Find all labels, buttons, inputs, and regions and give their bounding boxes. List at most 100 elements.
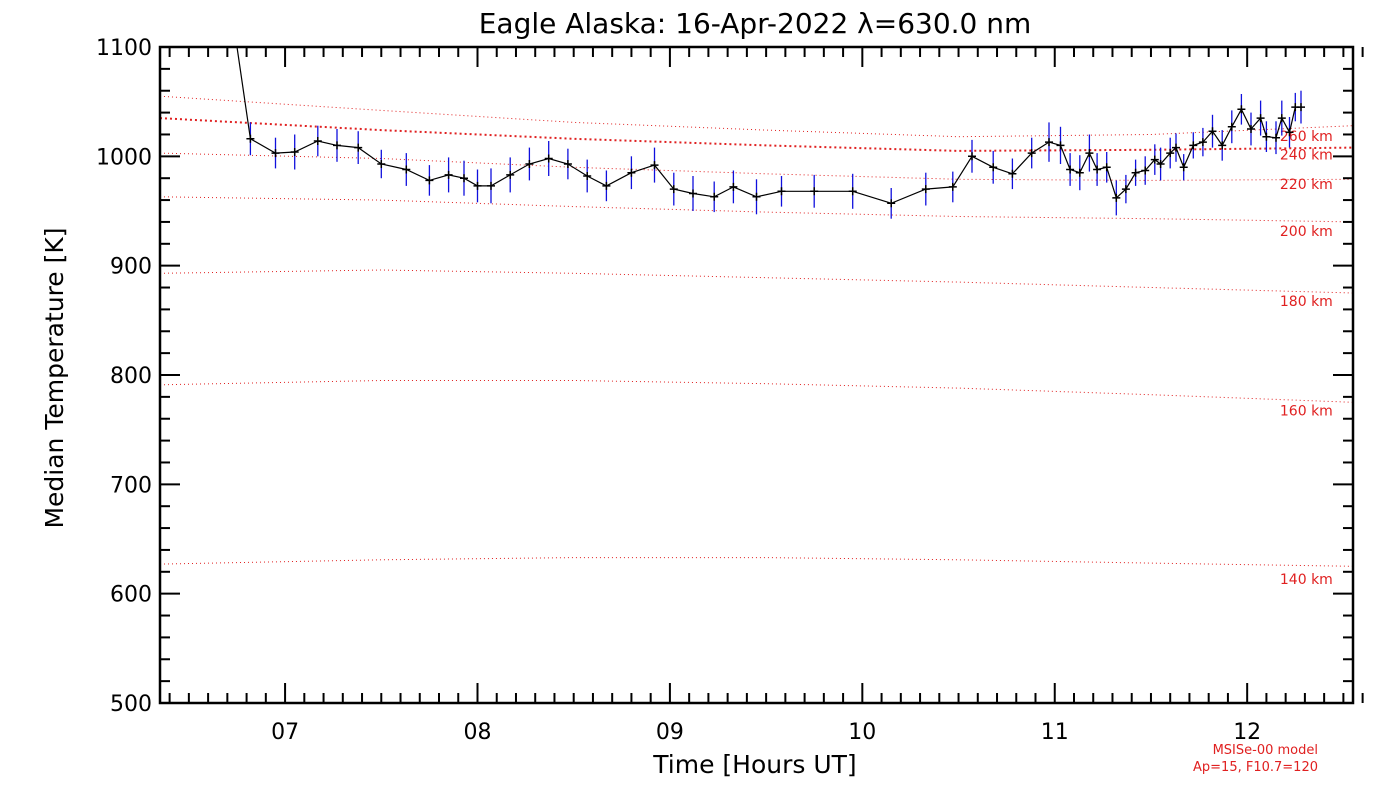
x-axis-label: Time [Hours UT] (652, 750, 856, 779)
data-point (1027, 149, 1036, 158)
y-tick-label: 800 (110, 364, 152, 389)
model-note-2: Ap=15, F10.7=120 (1193, 760, 1318, 775)
x-tick-label: 10 (848, 720, 876, 745)
data-point (689, 189, 697, 198)
altitude-label: 180 km (1280, 294, 1333, 310)
reference-line (159, 557, 1354, 567)
altitude-label: 260 km (1280, 129, 1333, 145)
data-point (1121, 185, 1130, 194)
reference-line (159, 380, 1354, 403)
model-note-1: MSISe-00 model (1213, 743, 1318, 758)
data-point (1102, 163, 1111, 172)
reference-line (159, 95, 1354, 138)
data-point (1179, 163, 1188, 172)
data-point (602, 181, 611, 190)
data-point (1256, 114, 1265, 123)
y-tick-label: 1000 (96, 145, 152, 170)
data-point (487, 181, 495, 190)
data-point (1189, 141, 1198, 150)
data-point (1056, 141, 1065, 150)
data-point (1237, 105, 1246, 114)
data-point (460, 174, 468, 183)
data-point (1285, 128, 1294, 137)
reference-line (159, 152, 1354, 181)
altitude-label: 200 km (1280, 224, 1333, 240)
x-tick-label: 07 (271, 720, 299, 745)
data-point (752, 192, 761, 201)
data-point (333, 141, 341, 150)
data-point (377, 160, 386, 168)
data-point (669, 185, 678, 194)
chart-title: Eagle Alaska: 16-Apr-2022 λ=630.0 nm (479, 7, 1032, 40)
data-point (1272, 133, 1280, 142)
data-point (1045, 138, 1053, 147)
data-point (402, 165, 411, 174)
y-tick-label: 600 (110, 583, 152, 608)
data-point (710, 192, 719, 201)
x-tick-label: 12 (1233, 720, 1261, 745)
reference-line (159, 269, 1354, 294)
reference-line (159, 117, 1354, 152)
x-tick-label: 08 (464, 720, 492, 745)
data-point (1141, 166, 1150, 175)
data-point (1198, 138, 1207, 147)
y-tick-label: 1100 (96, 36, 152, 61)
data-point (1208, 127, 1217, 136)
data-point (525, 160, 534, 168)
data-point (290, 148, 299, 156)
data-point (729, 182, 738, 191)
data-point (968, 152, 976, 161)
data-point (313, 137, 322, 145)
temperature-series-line (236, 46, 1301, 204)
data-point (650, 161, 659, 170)
data-point (1131, 168, 1140, 177)
altitude-label: 220 km (1280, 177, 1333, 193)
data-point (1297, 103, 1305, 112)
data-point (1172, 143, 1180, 152)
y-tick-label: 500 (110, 692, 152, 717)
data-point (1247, 125, 1255, 133)
data-point (583, 172, 592, 180)
data-point (848, 187, 857, 196)
data-point (921, 185, 930, 194)
data-point (1218, 141, 1227, 150)
data-point (444, 170, 453, 179)
y-axis-label: Median Temperature [K] (40, 227, 69, 528)
y-tick-label: 900 (110, 255, 152, 280)
data-point (887, 199, 896, 208)
data-point (1262, 132, 1271, 141)
data-point (989, 163, 998, 172)
plot-area: 260 km 240 km 220 km 200 km 180 km 160 km 140 … (96, 36, 1364, 745)
data-point (1085, 149, 1094, 158)
data-point (1227, 122, 1236, 131)
data-point (506, 170, 515, 179)
data-point (1150, 155, 1159, 164)
data-point (810, 187, 819, 196)
data-point (1277, 114, 1286, 123)
data-point (544, 154, 553, 163)
data-point (271, 149, 280, 158)
data-point (1066, 165, 1075, 174)
data-point (1166, 149, 1175, 158)
data-point (563, 160, 572, 168)
x-tick-label: 09 (656, 720, 684, 745)
altitude-label: 140 km (1280, 572, 1333, 588)
data-point (354, 143, 363, 152)
data-point (627, 168, 636, 177)
data-point (1156, 160, 1165, 168)
data-point (473, 181, 482, 190)
data-point (1008, 169, 1017, 178)
data-point (425, 176, 434, 185)
altitude-label: 160 km (1280, 404, 1333, 420)
altitude-label: 240 km (1280, 148, 1333, 164)
data-point (777, 187, 786, 196)
data-point (1075, 168, 1084, 177)
data-point (1112, 193, 1121, 202)
data-point (246, 134, 255, 143)
x-tick-label: 11 (1041, 720, 1069, 745)
y-tick-label: 700 (110, 473, 152, 498)
data-point (1093, 165, 1102, 174)
data-point (948, 182, 957, 191)
